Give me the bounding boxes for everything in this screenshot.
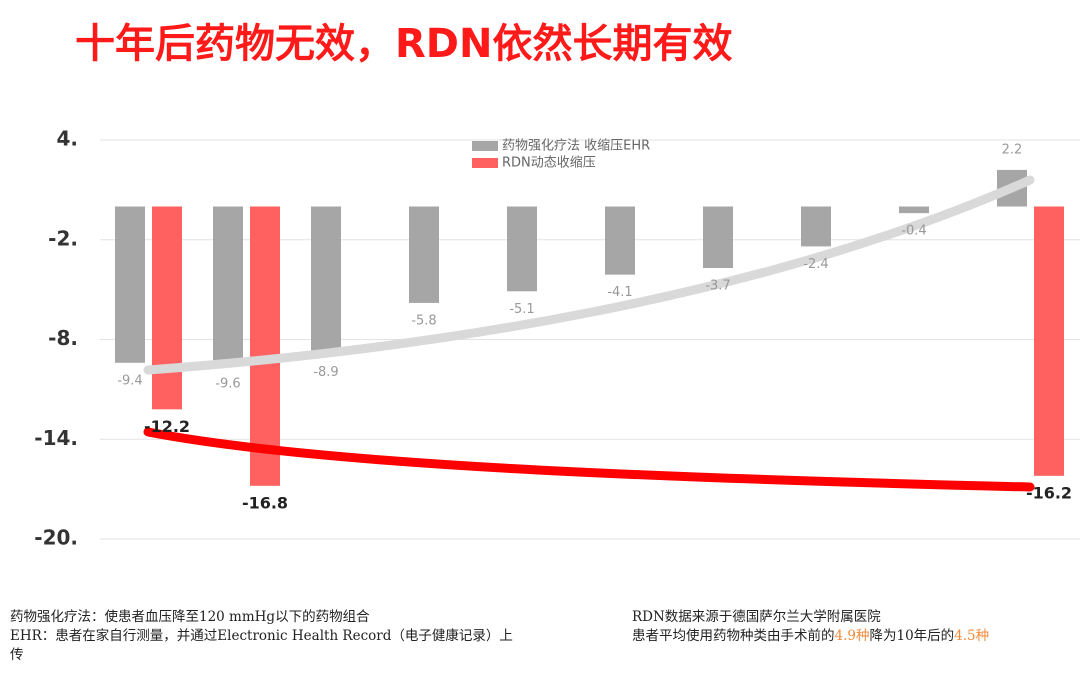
highlight: 4.9种 [834, 628, 870, 644]
bar [899, 206, 929, 214]
bar [703, 206, 733, 269]
legend-swatch [472, 141, 498, 151]
bar [250, 206, 280, 486]
y-tick-label: -14. [34, 426, 78, 450]
value-label: -0.4 [901, 224, 926, 239]
legend-label: 药物强化疗法 收缩压EHR [502, 138, 650, 154]
value-label: -9.4 [117, 373, 142, 388]
bar [152, 206, 182, 410]
bar [801, 206, 831, 247]
y-tick-label: -8. [48, 326, 78, 350]
bar [1034, 206, 1064, 476]
note: 药物强化疗法：使患者血压降至120 mmHg以下的药物组合 [10, 609, 370, 625]
value-label: -16.2 [1026, 483, 1072, 502]
value-label: -4.1 [607, 285, 632, 300]
trend-line [143, 175, 1035, 375]
value-label: -2.4 [803, 257, 828, 272]
bar [115, 206, 145, 363]
note: 传 [10, 647, 24, 663]
highlight: 4.5种 [954, 628, 990, 644]
bar [311, 206, 341, 355]
value-label: -8.9 [313, 365, 338, 380]
value-label: -16.8 [242, 493, 288, 512]
bar [213, 206, 243, 367]
trend-line [143, 427, 1035, 492]
chart: 十年后药物无效，RDN依然长期有效 4. -2. -8. -14. -20. 药物强化疗法… [34, 21, 1080, 550]
value-label: -5.8 [411, 313, 436, 328]
note: RDN数据来源于德国萨尔兰大学附属医院 [632, 609, 881, 625]
note: 降为10年后的 [869, 628, 955, 644]
chart-title: 十年后药物无效，RDN依然长期有效 [75, 21, 732, 67]
notes-left: 药物强化疗法：使患者血压降至120 mmHg以下的药物组合 EHR：患者在家自行… [10, 608, 513, 665]
value-label: -12.2 [144, 417, 190, 436]
value-label: -5.1 [509, 302, 534, 317]
legend-swatch [472, 158, 498, 168]
labels: -9.4 -9.6 -8.9 -5.8 -5.1 -4.1 -3.7 -2.4 -0.4 2.2 -… [117, 142, 1072, 512]
legend-label: RDN动态收缩压 [502, 155, 596, 171]
value-label: -9.6 [215, 377, 240, 392]
y-tick-label: -20. [34, 526, 78, 550]
bar [507, 206, 537, 292]
bar [409, 206, 439, 303]
bar [605, 206, 635, 275]
note: EHR：患者在家自行测量，并通过Electronic Health Record… [10, 628, 513, 644]
y-tick-label: -2. [48, 226, 78, 250]
value-label: 2.2 [1002, 142, 1023, 157]
y-tick-label: 4. [56, 127, 78, 151]
note: 患者平均使用药物种类由手术前的4.9种降为10年后的4.5种 [632, 627, 989, 646]
notes-right: RDN数据来源于德国萨尔兰大学附属医院 患者平均使用药物种类由手术前的4.9种降… [632, 608, 989, 646]
value-label: -3.7 [705, 279, 730, 294]
note: 患者平均使用药物种类由手术前的 [632, 628, 835, 644]
